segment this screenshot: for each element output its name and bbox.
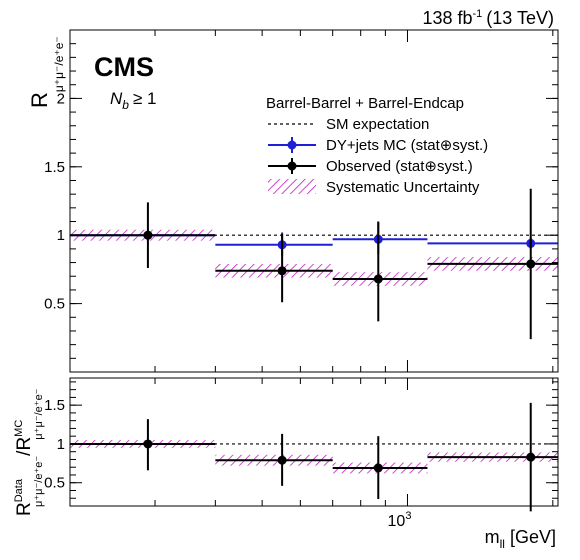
main-y-tick-label: 1.5 — [44, 159, 65, 176]
legend-sm-label: SM expectation — [326, 116, 429, 133]
x-axis-label: mll [GeV] — [485, 527, 556, 551]
lumi-label: 138 fb-1 (13 TeV) — [422, 8, 554, 28]
x-tick-label: 103 — [388, 510, 412, 530]
observed-point-2 — [373, 274, 383, 284]
main-panel-frame — [69, 29, 559, 373]
ratio-observed-point-2 — [373, 463, 383, 473]
ratio-observed-point-0 — [143, 439, 153, 449]
legend-observed-marker — [268, 158, 316, 174]
x-ticks: 103 — [69, 30, 554, 530]
legend-syst-box — [268, 179, 316, 194]
ratio-y-tick-label: 1.5 — [44, 397, 65, 414]
main-syst-band-layer — [70, 229, 558, 286]
observed-point-3 — [526, 259, 536, 269]
ratio-series-layer — [70, 402, 558, 512]
ratio-observed-point-1 — [277, 455, 287, 465]
ratio-y-tick-label: 1 — [57, 436, 65, 453]
ratio-observed-point-3 — [526, 452, 536, 462]
ratio-y-tick-label: 0.5 — [44, 475, 65, 492]
main-y-tick-label: 0.5 — [44, 296, 65, 313]
selection-label: Nb ≥ 1 — [110, 89, 156, 112]
legend-mc-label: DY+jets MC (stat⊕syst.) — [326, 137, 488, 154]
observed-point-1 — [277, 266, 287, 276]
legend-mc-marker — [268, 137, 316, 153]
ratio-y-ticks: 0.5 1 1.5 — [44, 381, 558, 499]
observed-point-0 — [143, 230, 153, 240]
ratio-panel-frame — [69, 377, 559, 507]
main-series-layer — [70, 188, 558, 340]
main-y-tick-label: 1 — [57, 227, 65, 244]
ratio-y-axis-label: RData μ⁺μ⁻/e⁺e⁻/RMC μ⁺μ⁻/e⁺e⁻ — [13, 388, 45, 516]
cms-logo-text: CMS — [94, 52, 154, 82]
main-y-axis-label: Rμ⁺μ⁻/e⁺e⁻ — [27, 36, 66, 108]
main-y-tick-label: 2 — [57, 90, 65, 107]
legend-syst-label: Systematic Uncertainty — [326, 179, 480, 196]
legend-header: Barrel-Barrel + Barrel-Endcap — [266, 95, 464, 112]
legend: Barrel-Barrel + Barrel-Endcap SM expecta… — [266, 95, 488, 196]
legend-observed-label: Observed (stat⊕syst.) — [326, 158, 473, 175]
